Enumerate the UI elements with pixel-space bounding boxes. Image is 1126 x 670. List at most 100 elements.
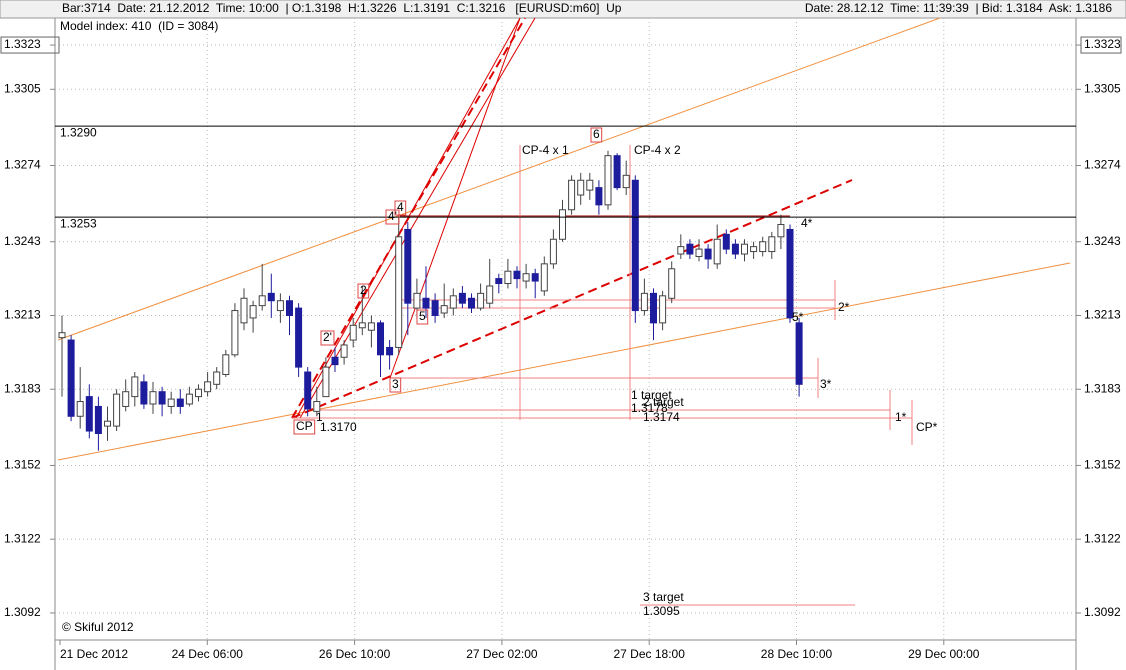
candle-body xyxy=(786,228,794,319)
annotation: CP-4 x 2 xyxy=(634,143,681,157)
candle-body xyxy=(486,285,494,304)
candle-body xyxy=(595,187,603,206)
candle-body xyxy=(704,248,712,260)
annotation: 5 xyxy=(419,309,426,323)
annotation: 2* xyxy=(838,300,850,314)
candle-body xyxy=(477,292,485,309)
candle-body xyxy=(85,396,93,432)
annotation-box xyxy=(416,309,429,325)
candle-body xyxy=(540,263,548,292)
annotation: 2 xyxy=(360,283,367,297)
candle-body xyxy=(240,297,248,324)
y-tick-label: 1.3305 xyxy=(4,81,41,95)
candle-body xyxy=(167,398,175,407)
trend-line xyxy=(389,17,521,379)
y-tick-label: 1.3092 xyxy=(4,605,41,619)
x-tick-label: 26 Dec 10:00 xyxy=(319,647,391,661)
candle-body xyxy=(622,174,630,189)
candle-body xyxy=(185,393,193,405)
candle-body xyxy=(440,305,448,314)
annotation: 5* xyxy=(792,310,804,324)
candle-body xyxy=(495,278,503,285)
candle-body xyxy=(431,300,439,316)
candle-body xyxy=(458,292,466,304)
candle-body xyxy=(613,155,621,189)
candle-body xyxy=(76,401,84,417)
candle-body xyxy=(631,179,639,312)
y-tick-label: 1.3323 xyxy=(4,37,41,51)
annotation: 4 xyxy=(397,200,404,214)
annotation: 6 xyxy=(593,127,600,141)
y-tick-label: 1.3183 xyxy=(1084,381,1121,395)
candle-body xyxy=(513,270,521,280)
annotation: 2 target xyxy=(643,395,684,409)
annotation-box xyxy=(385,209,400,225)
candle-body xyxy=(322,366,330,398)
y-tick-label: 1.3274 xyxy=(1084,158,1121,172)
candle-body xyxy=(777,224,785,238)
y-tick-label: 1.3305 xyxy=(1084,81,1121,95)
candle-body xyxy=(722,233,730,250)
candle-body xyxy=(204,381,212,393)
candle-body xyxy=(395,236,403,348)
y-tick-label: 1.3323 xyxy=(1084,37,1121,51)
annotation: CP xyxy=(296,419,313,433)
candle-body xyxy=(713,238,721,265)
candle-body xyxy=(604,155,612,206)
y-tick-label: 1.3122 xyxy=(4,531,41,545)
candle-body xyxy=(559,209,566,240)
candle-body xyxy=(677,246,685,255)
candle-body xyxy=(249,305,257,319)
candle-body xyxy=(586,179,594,191)
annotation: 1.3095 xyxy=(643,604,680,618)
candle-body xyxy=(468,297,475,309)
y-tick-label: 1.3152 xyxy=(4,458,41,472)
annotation: 1 xyxy=(316,410,323,424)
y-tick-label: 1.3243 xyxy=(4,234,41,248)
candle-body xyxy=(149,391,157,405)
annotation: 3 target xyxy=(643,590,684,604)
candle-body xyxy=(67,339,75,417)
candle-body xyxy=(650,292,657,324)
trend-line xyxy=(57,17,941,341)
x-tick-label: 27 Dec 18:00 xyxy=(614,647,686,661)
annotation-box xyxy=(394,200,407,216)
candle-body xyxy=(549,238,557,265)
annotation: 4* xyxy=(801,216,813,230)
price-box xyxy=(0,36,60,54)
candle-body xyxy=(741,243,748,255)
copyright: © Skiful 2012 xyxy=(62,620,134,634)
price-box xyxy=(1080,36,1122,54)
model-index: Model index: 410 (ID = 3084) xyxy=(60,19,218,33)
candle-body xyxy=(58,332,66,339)
candle-body xyxy=(768,236,776,253)
candle-body xyxy=(386,346,394,356)
annotation: 3 xyxy=(392,377,399,391)
annotation-box xyxy=(320,330,335,346)
candle-body xyxy=(640,292,648,312)
candle-body xyxy=(331,356,339,366)
candle-body xyxy=(577,179,585,196)
candle-body xyxy=(258,295,266,307)
annotation: CP* xyxy=(916,420,938,434)
annotation: 3* xyxy=(820,377,832,391)
candle-body xyxy=(531,273,539,282)
candle-body xyxy=(222,354,230,375)
candle-body xyxy=(122,391,130,407)
y-tick-label: 1.3183 xyxy=(4,381,41,395)
candle-body xyxy=(295,307,303,368)
candle-body xyxy=(113,393,121,427)
candle-body xyxy=(231,310,239,356)
annotation: 4' xyxy=(388,209,397,223)
status-bar xyxy=(0,0,1126,19)
annotation: 1* xyxy=(895,410,907,424)
annotation: 1.3174 xyxy=(643,410,680,424)
x-tick-label: 28 Dec 10:00 xyxy=(761,647,833,661)
candle-body xyxy=(422,297,430,309)
candle-body xyxy=(367,322,375,331)
y-tick-label: 1.3152 xyxy=(1084,458,1121,472)
candle-body xyxy=(522,273,530,282)
annotation-box xyxy=(389,377,402,393)
y-tick-label: 1.3213 xyxy=(4,308,41,322)
